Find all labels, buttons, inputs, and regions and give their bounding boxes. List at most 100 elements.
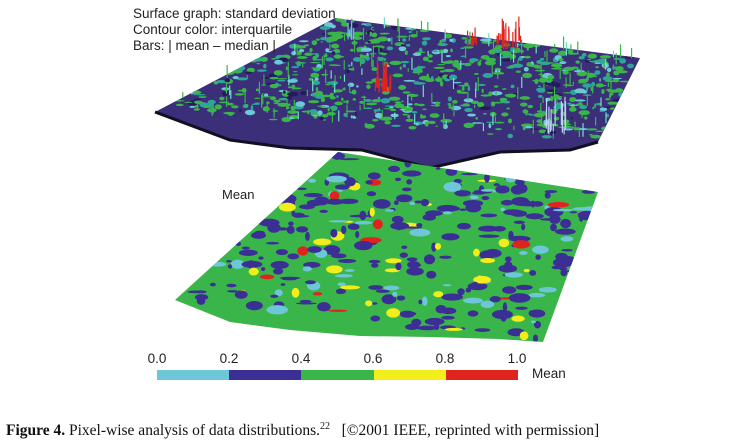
std-contour-patch — [612, 77, 623, 80]
mean-contour-patch — [512, 240, 531, 249]
std-contour-patch — [562, 84, 571, 86]
mean-contour-patch — [337, 282, 346, 287]
std-contour-patch — [589, 60, 601, 63]
std-contour-patch — [331, 51, 336, 55]
mean-contour-patch — [367, 172, 381, 180]
mean-contour-patch — [414, 200, 423, 204]
std-contour-patch — [493, 85, 499, 88]
std-contour-patch — [460, 62, 466, 65]
std-contour-patch — [414, 51, 426, 54]
std-contour-patch — [310, 72, 320, 78]
mean-contour-patch — [325, 198, 345, 205]
mean-contour-patch — [406, 267, 424, 276]
mean-contour-patch — [481, 195, 490, 201]
mean-contour-patch — [511, 315, 525, 322]
std-contour-patch — [441, 121, 448, 123]
std-contour-patch — [455, 63, 460, 69]
std-contour-patch — [316, 105, 327, 107]
std-contour-patch — [606, 72, 610, 77]
mean-contour-patch — [226, 259, 232, 263]
std-contour-patch — [409, 34, 418, 38]
std-contour-patch — [469, 58, 479, 62]
std-contour-patch — [390, 25, 400, 30]
std-contour-patch — [598, 58, 607, 64]
std-contour-patch — [273, 102, 280, 105]
mean-contour-patch — [515, 306, 528, 310]
std-contour-patch — [444, 33, 452, 39]
mean-contour-patch — [442, 211, 452, 215]
mean-contour-patch — [267, 222, 281, 233]
std-contour-patch — [533, 112, 545, 118]
mean-contour-patch — [416, 325, 438, 331]
std-contour-patch — [568, 107, 577, 112]
std-contour-patch — [481, 88, 484, 94]
colorbar-tick: 1.0 — [507, 351, 527, 366]
mean-contour-patch — [560, 218, 572, 229]
std-contour-patch — [492, 71, 505, 75]
std-contour-patch — [398, 84, 407, 91]
std-contour-patch — [427, 54, 433, 58]
std-contour-patch — [398, 46, 407, 52]
legend-text: Surface graph: standard deviation Contou… — [133, 6, 336, 54]
std-contour-patch — [568, 104, 579, 107]
upper-surface-base — [155, 18, 640, 168]
mean-contour-patch — [260, 267, 266, 272]
std-contour-patch — [214, 104, 222, 110]
std-contour-patch — [371, 67, 378, 72]
std-contour-patch — [269, 83, 279, 89]
colorbar-tick: 0.4 — [291, 351, 311, 366]
mean-contour-patch — [441, 233, 460, 241]
mean-contour-patch — [314, 196, 330, 206]
std-contour-patch — [578, 78, 589, 83]
std-contour-patch — [602, 76, 613, 81]
colorbar-tick: 0.6 — [363, 351, 383, 366]
mean-contour-patch — [394, 177, 402, 182]
mean-contour-patch — [505, 256, 512, 262]
std-contour-patch — [380, 57, 384, 59]
std-contour-patch — [263, 63, 267, 69]
mean-contour-patch — [396, 194, 413, 203]
std-contour-patch — [587, 53, 597, 59]
mean-contour-patch — [298, 204, 316, 210]
colorbar-tick: 0.0 — [147, 351, 167, 366]
std-contour-patch — [345, 69, 351, 74]
std-contour-patch — [287, 92, 299, 97]
mean-contour-patch — [471, 191, 486, 195]
std-contour-patch — [310, 67, 323, 69]
std-contour-patch — [477, 83, 486, 87]
std-contour-patch — [551, 67, 563, 70]
std-contour-patch — [561, 123, 571, 126]
std-contour-patch — [195, 94, 206, 96]
colorbar-segment — [301, 370, 374, 380]
mean-contour-patch — [549, 214, 561, 224]
std-contour-patch — [175, 103, 184, 107]
std-contour-patch — [589, 134, 593, 136]
caption-label: Figure 4. — [6, 422, 66, 439]
mean-contour-patch — [530, 320, 536, 324]
std-contour-patch — [578, 110, 590, 116]
std-contour-patch — [582, 83, 592, 88]
std-contour-patch — [184, 101, 193, 103]
mean-contour-patch — [251, 231, 266, 239]
std-contour-patch — [418, 75, 431, 81]
mean-contour-patch — [241, 246, 250, 250]
mean-contour-patch — [480, 213, 498, 218]
mean-contour-patch — [518, 251, 528, 255]
caption-text: Pixel-wise analysis of data distribution… — [69, 422, 320, 439]
std-contour-patch — [374, 112, 383, 119]
mean-contour-patch — [297, 246, 309, 256]
std-contour-patch — [594, 103, 597, 108]
std-contour-patch — [399, 108, 406, 111]
mean-contour-patch — [461, 173, 478, 176]
mean-contour-patch — [296, 226, 309, 233]
mean-contour-patch — [560, 236, 574, 242]
std-contour-patch — [613, 70, 620, 76]
upper-surface-edge — [154, 110, 599, 170]
std-contour-patch — [509, 65, 514, 69]
std-contour-patch — [381, 90, 390, 95]
std-contour-patch — [314, 90, 324, 96]
std-contour-patch — [320, 97, 326, 103]
std-contour-patch — [327, 36, 339, 42]
std-contour-patch — [402, 91, 411, 94]
std-contour-patch — [330, 24, 336, 29]
